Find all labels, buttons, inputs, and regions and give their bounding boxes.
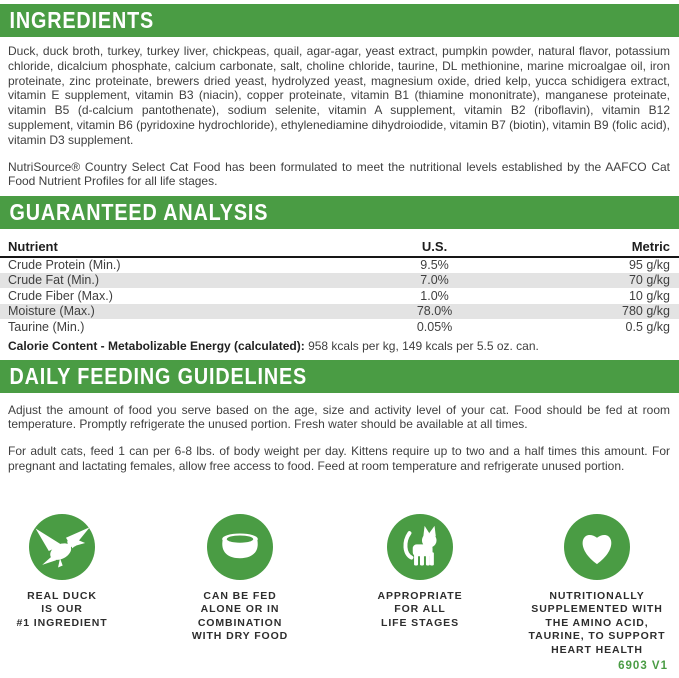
nutrient-us-value: 7.0% (420, 273, 449, 288)
bowl-icon (207, 513, 273, 580)
feeding-paragraph-2: For adult cats, feed 1 can per 6-8 lbs. … (8, 444, 670, 474)
nutrient-name: Crude Fiber (Max.) (8, 288, 113, 303)
badge-label: CAN BE FED ALONE OR IN COMBINATION WITH … (191, 589, 289, 643)
guaranteed-analysis-section-header: GUARANTEED ANALYSIS (0, 196, 679, 230)
ingredients-title: INGREDIENTS (9, 7, 155, 33)
badge-all-life-stages: APPROPRIATE FOR ALL LIFE STAGES (325, 513, 515, 631)
column-header-metric: Metric (516, 239, 679, 259)
nutrient-us-value: 0.05% (416, 319, 453, 334)
badge-real-duck: REAL DUCK IS OUR #1 INGREDIENT (0, 513, 157, 631)
nutrient-metric-value: 0.5 g/kg (625, 319, 670, 334)
guaranteed-analysis-table: Nutrient U.S. Metric Crude Protein (Min.… (0, 239, 679, 335)
table-row: Crude Protein (Min.) 9.5% 95 g/kg (0, 257, 679, 273)
duck-icon (29, 513, 95, 580)
badge-taurine-heart-health: NUTRITIONALLY SUPPLEMENTED WITH THE AMIN… (502, 513, 679, 658)
column-header-us: U.S. (353, 239, 517, 259)
nutrient-metric-value: 70 g/kg (628, 273, 670, 288)
badge-label: APPROPRIATE FOR ALL LIFE STAGES (377, 589, 463, 629)
column-header-nutrient: Nutrient (0, 239, 354, 259)
calorie-content-value: 958 kcals per kg, 149 kcals per 5.5 oz. … (308, 338, 539, 353)
calorie-content-label: Calorie Content - Metabolizable Energy (… (8, 338, 305, 353)
table-row: Crude Fat (Min.) 7.0% 70 g/kg (0, 272, 679, 289)
feeding-paragraph-1: Adjust the amount of food you serve base… (8, 402, 670, 432)
nutrient-us-value: 78.0% (416, 304, 453, 319)
nutrient-name: Crude Fat (Min.) (8, 273, 99, 288)
nutrient-us-value: 9.5% (420, 258, 449, 273)
nutrient-metric-value: 780 g/kg (622, 304, 670, 319)
guaranteed-analysis-title: GUARANTEED ANALYSIS (9, 199, 269, 226)
nutrient-metric-value: 95 g/kg (628, 258, 670, 273)
aafco-statement: NutriSource® Country Select Cat Food has… (8, 159, 670, 189)
nutrient-name: Crude Protein (Min.) (8, 258, 121, 273)
nutrient-name: Taurine (Min.) (8, 319, 85, 334)
label-version-code: 6903 V1 (618, 660, 668, 672)
calorie-content-line: Calorie Content - Metabolizable Energy (… (8, 339, 670, 353)
ingredients-list: Duck, duck broth, turkey, turkey liver, … (8, 44, 670, 147)
nutrient-name: Moisture (Max.) (8, 304, 95, 319)
badge-label: NUTRITIONALLY SUPPLEMENTED WITH THE AMIN… (528, 589, 666, 656)
feeding-guidelines-title: DAILY FEEDING GUIDELINES (9, 362, 308, 389)
badge-wet-dry-combination: CAN BE FED ALONE OR IN COMBINATION WITH … (145, 513, 335, 644)
heart-icon (564, 513, 630, 580)
nutrient-us-value: 1.0% (420, 288, 449, 303)
table-row: Taurine (Min.) 0.05% 0.5 g/kg (0, 319, 679, 335)
benefit-badges-row: REAL DUCK IS OUR #1 INGREDIENT CAN BE FE… (0, 513, 679, 664)
feeding-guidelines-section-header: DAILY FEEDING GUIDELINES (0, 359, 679, 393)
cat-icon (387, 513, 453, 580)
table-row: Moisture (Max.) 78.0% 780 g/kg (0, 303, 679, 320)
table-row: Crude Fiber (Max.) 1.0% 10 g/kg (0, 288, 679, 304)
nutrient-metric-value: 10 g/kg (628, 288, 670, 303)
ingredients-section-header: INGREDIENTS (0, 4, 679, 37)
badge-label: REAL DUCK IS OUR #1 INGREDIENT (16, 589, 108, 629)
table-header-row: Nutrient U.S. Metric (0, 239, 679, 259)
